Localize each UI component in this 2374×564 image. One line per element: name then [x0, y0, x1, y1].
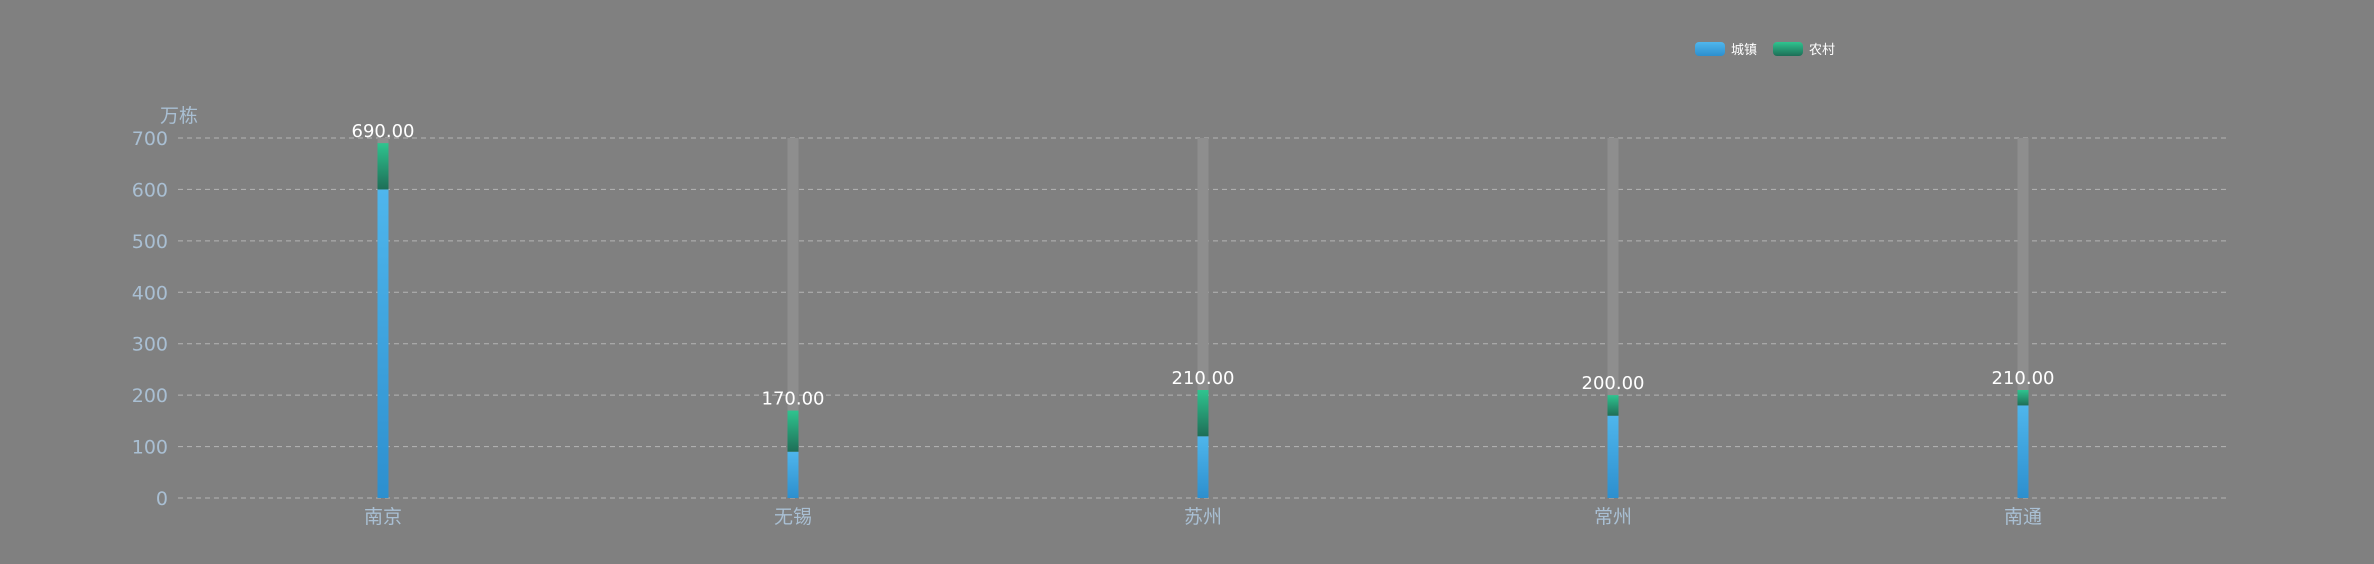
- legend-item-rural[interactable]: 农村: [1773, 42, 1835, 58]
- x-axis-label: 常州: [1594, 506, 1632, 528]
- legend-label-urban: 城镇: [1731, 43, 1757, 58]
- bar-track: [1197, 138, 1209, 498]
- y-tick-label: 100: [132, 437, 168, 459]
- bar-urban: [377, 189, 389, 498]
- data-label: 210.00: [1172, 368, 1235, 389]
- legend-swatch-rural: [1773, 42, 1803, 56]
- bar-rural: [377, 143, 389, 190]
- y-axis-ticks: 0 100 200 300 400 500 600 700: [132, 128, 168, 510]
- data-labels: 690.00 170.00 210.00 200.00 210.00: [352, 121, 2055, 409]
- x-axis-label: 无锡: [774, 506, 812, 528]
- y-tick-label: 500: [132, 231, 168, 253]
- bar-track: [2017, 138, 2029, 498]
- bar-rural: [2017, 390, 2029, 406]
- bar-track: [787, 138, 799, 498]
- x-axis-labels: 南京 无锡 苏州 常州 南通: [364, 506, 2042, 528]
- data-label: 210.00: [1992, 368, 2055, 389]
- x-axis-label: 南京: [364, 506, 402, 528]
- y-tick-label: 0: [156, 488, 168, 510]
- legend: 城镇 农村: [1695, 42, 1835, 58]
- bar-urban: [1607, 415, 1619, 498]
- x-axis-label: 南通: [2004, 506, 2042, 528]
- bar-urban: [2017, 405, 2029, 498]
- x-axis-label: 苏州: [1184, 506, 1222, 528]
- bar-rural: [787, 410, 799, 452]
- legend-swatch-urban: [1695, 42, 1725, 56]
- y-tick-label: 400: [132, 282, 168, 304]
- bar-rural: [1607, 395, 1619, 416]
- bars: [377, 138, 2029, 498]
- bar-track: [1607, 138, 1619, 498]
- y-tick-label: 600: [132, 179, 168, 201]
- bar-urban: [787, 451, 799, 498]
- legend-item-urban[interactable]: 城镇: [1695, 42, 1757, 58]
- bar-rural: [1197, 390, 1209, 437]
- data-label: 200.00: [1582, 373, 1645, 394]
- bar-urban: [1197, 436, 1209, 498]
- y-axis-unit-label: 万栋: [160, 105, 198, 127]
- y-tick-label: 300: [132, 334, 168, 356]
- y-tick-label: 200: [132, 385, 168, 407]
- data-label: 170.00: [762, 389, 825, 410]
- data-label: 690.00: [352, 121, 415, 142]
- y-tick-label: 700: [132, 128, 168, 150]
- legend-label-rural: 农村: [1809, 43, 1835, 58]
